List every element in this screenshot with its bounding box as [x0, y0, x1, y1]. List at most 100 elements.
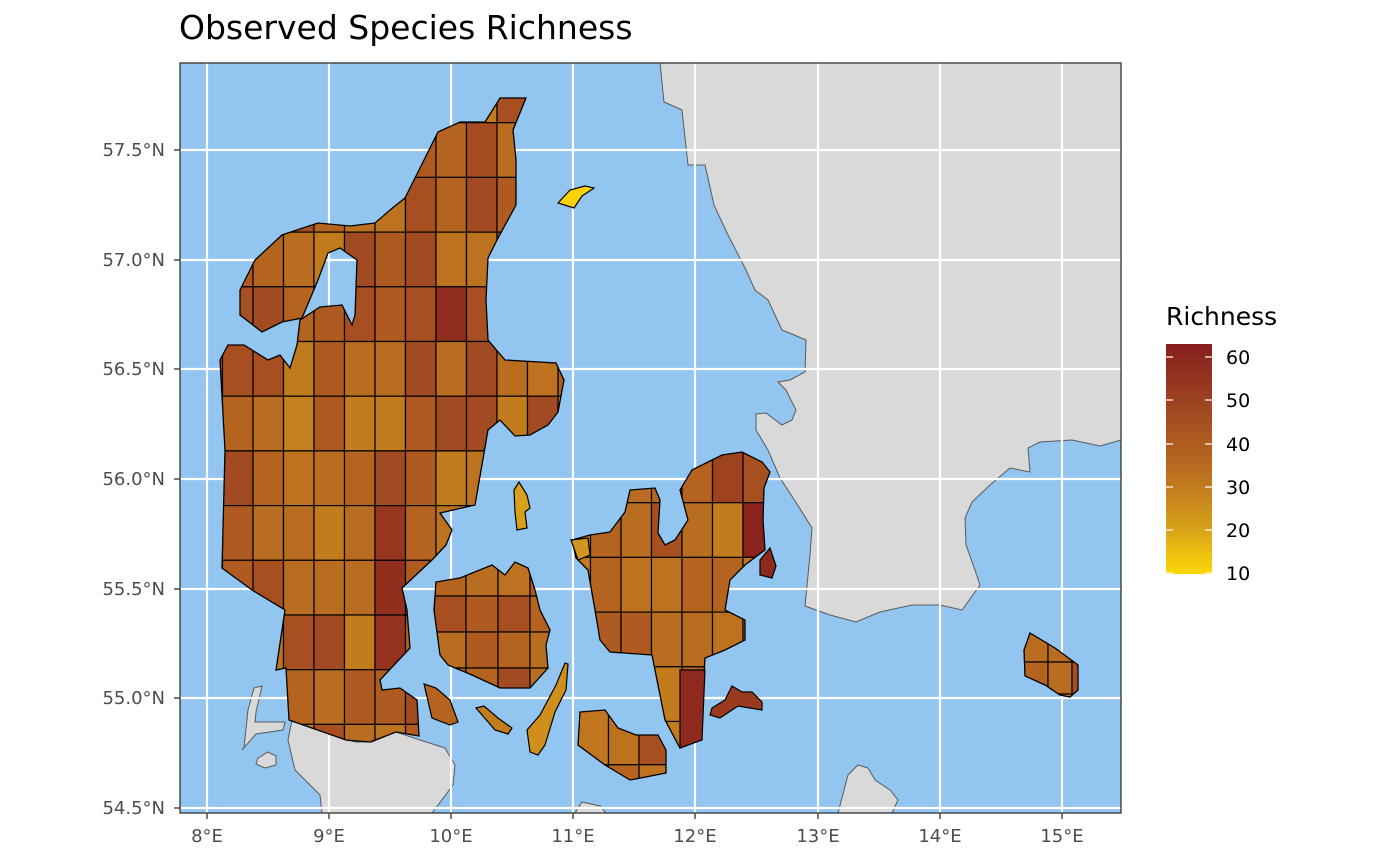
richness-cell [465, 631, 499, 669]
richness-cell [404, 395, 437, 452]
richness-cell [650, 556, 683, 613]
richness-cell [343, 614, 376, 671]
richness-cell [435, 286, 468, 343]
richness-cell [343, 723, 376, 742]
island-laeso [556, 185, 596, 209]
richness-cell [404, 231, 437, 288]
richness-cell [435, 395, 468, 452]
richness-cell [313, 340, 346, 397]
richness-cell [313, 559, 346, 616]
richness-cell [435, 122, 468, 178]
richness-cell [343, 559, 376, 616]
x-tick-label: 13°E [796, 826, 839, 847]
island-samsoe [513, 480, 531, 531]
jutland-outline [219, 97, 565, 743]
x-tick-label: 12°E [673, 826, 716, 847]
legend-tick-label: 10 [1226, 563, 1250, 585]
richness-cell [221, 395, 254, 452]
richness-cell [404, 286, 437, 343]
richness-cell [1071, 661, 1078, 695]
richness-cell [343, 395, 376, 452]
richness-cell [343, 340, 376, 397]
richness-cell [404, 505, 437, 561]
richness-cell [711, 502, 744, 559]
richness-cell [282, 614, 315, 671]
island-langeland [526, 662, 569, 756]
richness-cell [404, 340, 437, 397]
y-tick-label: 57.0°N [102, 250, 165, 271]
bornholm-outline [1023, 632, 1079, 698]
richness-cell [465, 122, 498, 178]
legend-tick-label: 60 [1226, 347, 1250, 369]
richness-cell [221, 340, 254, 397]
legend-tick-label: 40 [1226, 434, 1250, 456]
richness-cell [681, 502, 714, 559]
richness-cell [374, 340, 407, 397]
richness-cell [221, 450, 254, 507]
richness-cell [282, 505, 315, 561]
german-island-foehr [255, 751, 277, 769]
island-aeroe [474, 705, 513, 735]
funen-outline [433, 561, 551, 689]
map-panel-border [179, 62, 1122, 814]
y-tick-label: 54.5°N [102, 798, 165, 819]
y-tick-label: 56.5°N [102, 359, 165, 380]
richness-cell [435, 340, 468, 397]
zealand-outline [571, 451, 771, 749]
x-axis [206, 813, 1063, 819]
richness-cell [282, 231, 315, 288]
legend-colorbar [1166, 344, 1212, 574]
richness-cell [252, 505, 285, 561]
y-tick-label: 56.0°N [102, 469, 165, 490]
richness-cell [313, 505, 346, 561]
richness-cell [435, 231, 468, 288]
richness-cell [282, 395, 315, 452]
richness-cell [650, 611, 683, 668]
richness-cell [374, 395, 407, 452]
richness-cell [282, 559, 315, 616]
island-amager [759, 546, 777, 579]
richness-cell [343, 505, 376, 561]
richness-cell [374, 450, 407, 507]
richness-cell [681, 556, 714, 613]
richness-cell [374, 559, 407, 616]
richness-cell [497, 595, 531, 633]
x-tick-label: 11°E [551, 826, 594, 847]
richness-cell [343, 450, 376, 507]
richness-cell [374, 286, 407, 343]
island-sejeroe-odsherred [570, 537, 591, 561]
richness-cell [374, 231, 407, 288]
x-tick-label: 9°E [313, 826, 345, 847]
island-moen [709, 685, 763, 719]
richness-cell [343, 669, 376, 726]
y-tick-label: 55.0°N [102, 688, 165, 709]
island-als [423, 683, 459, 726]
richness-cell [465, 340, 498, 397]
richness-cell [313, 614, 346, 671]
richness-cell [1047, 661, 1073, 695]
map-title: Observed Species Richness [179, 8, 633, 47]
island-falster [679, 669, 706, 749]
richness-cell [497, 631, 531, 669]
richness-cell [252, 450, 285, 507]
richness-cell [404, 450, 437, 507]
richness-cell [313, 669, 346, 726]
richness-cell [711, 452, 744, 504]
richness-cell [620, 556, 653, 613]
legend-tick-label: 30 [1226, 477, 1250, 499]
richness-cell [282, 450, 315, 507]
richness-cell [252, 395, 285, 452]
sweden-land [659, 63, 1121, 623]
x-tick-label: 15°E [1040, 826, 1083, 847]
y-tick-label: 55.5°N [102, 579, 165, 600]
x-tick-label: 14°E [918, 826, 961, 847]
richness-cell [465, 176, 498, 233]
legend-tick-label: 20 [1226, 520, 1250, 542]
richness-cell [435, 450, 468, 507]
x-tick-label: 8°E [191, 826, 223, 847]
y-axis [174, 149, 180, 809]
legend: Richness 60 50 40 30 20 10 [1166, 302, 1277, 585]
legend-tick-label: 50 [1226, 390, 1250, 412]
richness-cell [435, 176, 468, 233]
